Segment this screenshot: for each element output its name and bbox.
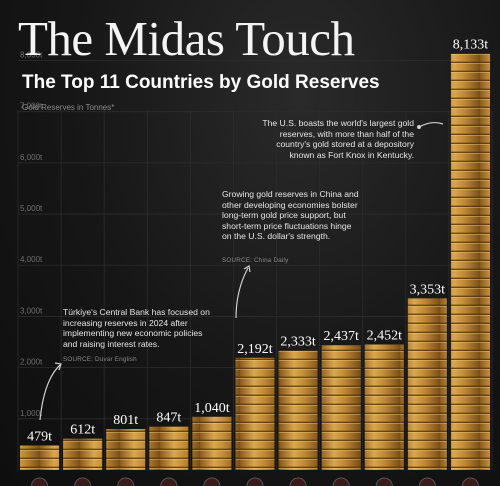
china-arrow — [235, 267, 249, 319]
country-flag-icon — [160, 477, 178, 486]
bar — [106, 428, 146, 470]
country-flag-icon — [289, 477, 307, 486]
y-axis-label: Gold Reserves in Tonnes* — [22, 103, 115, 112]
bar-value-label: 2,437t — [323, 329, 359, 344]
country-flag-icon — [246, 477, 264, 486]
bar-value-label: 3,353t — [410, 282, 446, 297]
bar-value-label: 479t — [27, 429, 52, 444]
country-flag-icon — [332, 477, 350, 486]
bar-value-label: 8,133t — [453, 38, 489, 53]
bar — [235, 357, 275, 470]
turkey-arrow — [39, 364, 61, 421]
bar-value-label: 1,040t — [194, 401, 230, 416]
country-flag-icon — [74, 477, 92, 486]
country-flag-icon — [461, 477, 479, 486]
bar-value-label: 847t — [156, 411, 181, 426]
bar-value-label: 2,333t — [280, 335, 316, 350]
bar-value-label: 801t — [113, 413, 138, 428]
turkey-source: SOURCE: Duvar English — [63, 356, 137, 363]
y-tick-label: 1,000t — [20, 409, 43, 418]
bar — [20, 445, 60, 470]
y-tick-label: 4,000t — [20, 255, 43, 264]
y-tick-label: 2,000t — [20, 358, 43, 367]
y-tick-label: 8,000t — [20, 50, 43, 59]
country-flag-icon — [117, 477, 135, 486]
us-arrow-dot — [417, 125, 421, 129]
bar — [63, 438, 103, 470]
bar-value-label: 2,452t — [367, 328, 403, 343]
y-tick-label: 5,000t — [20, 204, 43, 213]
bar-value-label: 2,192t — [237, 342, 273, 357]
bar — [278, 350, 318, 470]
country-flag-icon — [375, 477, 393, 486]
bar — [192, 416, 232, 470]
us-annotation: The U.S. boasts the world's largest gold… — [262, 118, 414, 160]
turkey-annotation: Türkiye's Central Bank has focused on in… — [63, 307, 210, 349]
y-tick-label: 6,000t — [20, 153, 43, 162]
china-source: SOURCE: China Daily — [222, 257, 289, 264]
country-flag-icon — [31, 477, 49, 486]
chart-title: The Midas Touch — [18, 11, 355, 66]
bar — [364, 344, 404, 470]
bar — [149, 426, 189, 470]
china-arrow-head — [243, 265, 251, 273]
us-arrow — [418, 121, 444, 128]
bar — [321, 345, 361, 470]
bar-value-label: 612t — [70, 423, 95, 438]
chart-subtitle: The Top 11 Countries by Gold Reserves — [22, 72, 380, 93]
turkey-arrow-head — [54, 362, 62, 371]
country-flag-icon — [203, 477, 221, 486]
country-flag-icon — [418, 477, 436, 486]
china-annotation: Growing gold reserves in China and other… — [222, 189, 359, 242]
y-tick-label: 3,000t — [20, 306, 43, 315]
bar — [450, 53, 490, 471]
bar — [407, 298, 447, 470]
y-tick-label: 7,000t — [20, 102, 43, 111]
